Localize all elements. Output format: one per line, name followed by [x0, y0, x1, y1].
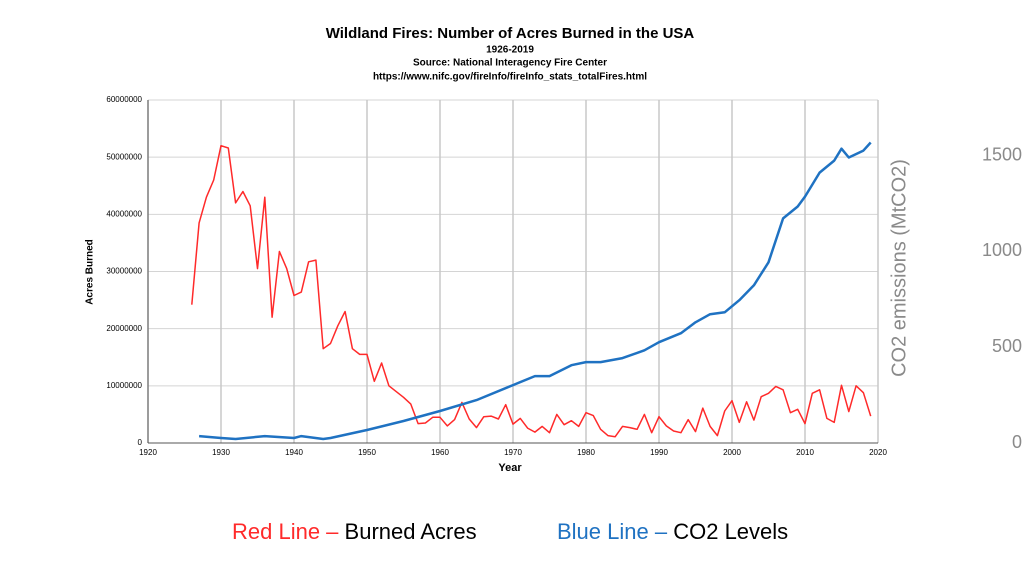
chart-subtitle: 1926-2019	[486, 45, 534, 56]
x-tick-label: 2000	[723, 448, 741, 457]
legend: Red Line – Burned Acres	[232, 519, 477, 544]
x-tick-label: 1960	[431, 448, 449, 457]
y-tick-label: 30000000	[106, 267, 142, 276]
y-tick-label: 0	[138, 438, 143, 447]
x-tick-label: 1930	[212, 448, 230, 457]
x-tick-label: 1920	[139, 448, 157, 457]
data-line	[191, 144, 872, 438]
x-tick-label: 1950	[358, 448, 376, 457]
chart-title: Wildland Fires: Number of Acres Burned i…	[326, 25, 695, 42]
x-tick-label: 1970	[504, 448, 522, 457]
y2-tick-label: 1500	[982, 144, 1022, 164]
data-line	[198, 141, 872, 441]
x-tick-label: 1980	[577, 448, 595, 457]
legend-label: CO2 Levels	[673, 519, 788, 544]
y-tick-label: 40000000	[106, 209, 142, 218]
y2-tick-label: 1000	[982, 240, 1022, 260]
y-tick-label: 20000000	[106, 324, 142, 333]
chart-subtitle: https://www.nifc.gov/fireInfo/fireInfo_s…	[373, 72, 647, 83]
x-tick-label: 2020	[869, 448, 887, 457]
x-axis-label: Year	[498, 462, 522, 474]
y-tick-label: 60000000	[106, 95, 142, 104]
x-tick-label: 1940	[285, 448, 303, 457]
legend-key: Red Line –	[232, 519, 339, 544]
y-tick-label: 10000000	[106, 381, 142, 390]
y2-tick-label: 0	[1012, 432, 1022, 452]
legend: Blue Line – CO2 Levels	[557, 519, 788, 544]
x-tick-label: 1990	[650, 448, 668, 457]
x-tick-label: 2010	[796, 448, 814, 457]
chart-subtitle: Source: National Interagency Fire Center	[413, 58, 607, 69]
y2-axis-label: CO2 emissions (MtCO2)	[888, 159, 910, 377]
y2-tick-label: 500	[992, 336, 1022, 356]
y-tick-label: 50000000	[106, 152, 142, 161]
legend-label: Burned Acres	[345, 519, 477, 544]
y-axis-label: Acres Burned	[85, 239, 96, 305]
legend-key: Blue Line –	[557, 519, 668, 544]
